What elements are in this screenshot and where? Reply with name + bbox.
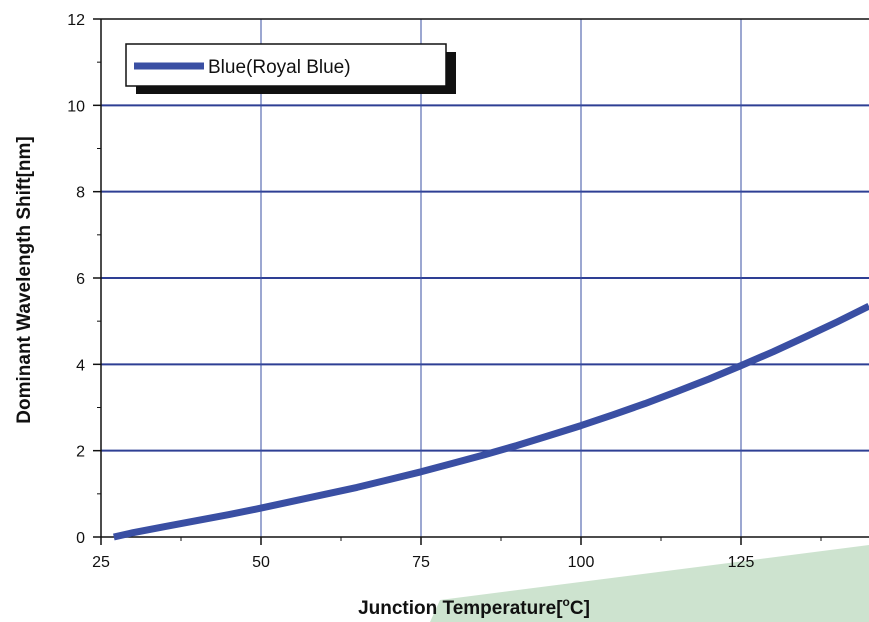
legend-label: Blue(Royal Blue): [208, 57, 351, 78]
x-axis-title-tail: C]: [570, 598, 590, 619]
grid: [101, 19, 869, 537]
y-tick-label: 12: [67, 12, 85, 29]
series-line-0: [113, 302, 869, 541]
x-tick-label: 50: [252, 554, 270, 571]
y-tick-label: 8: [76, 185, 85, 202]
y-tick-label: 10: [67, 98, 85, 115]
x-tick-label: 100: [568, 554, 595, 571]
axes: [93, 18, 869, 545]
x-axis-title-sup: o: [563, 595, 570, 609]
x-tick-label: 75: [412, 554, 430, 571]
legend: Blue(Royal Blue): [125, 43, 456, 94]
x-tick-label: 125: [728, 554, 755, 571]
y-tick-label: 0: [76, 530, 85, 547]
background-decoration: [430, 545, 869, 622]
tick-labels: 0 2 4 6 8 10 12 25 50 75 100 125: [67, 12, 754, 571]
y-tick-label: 2: [76, 444, 85, 461]
x-axis-title: Junction Temperature[oC]: [358, 595, 590, 619]
x-tick-label: 25: [92, 554, 110, 571]
x-axis-title-main: Junction Temperature[: [358, 598, 563, 619]
series-layer: [113, 302, 869, 541]
y-tick-label: 4: [76, 357, 85, 374]
y-axis-title: Dominant Wavelength Shift[nm]: [14, 136, 35, 423]
y-tick-label: 6: [76, 271, 85, 288]
